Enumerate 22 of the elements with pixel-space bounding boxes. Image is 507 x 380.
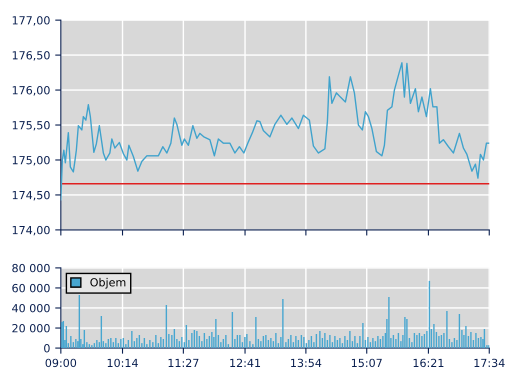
y-tick-label: 60 000 (12, 284, 50, 292)
y-tick-label: 40 000 (12, 304, 50, 312)
y-tick-label: 176,50 (12, 51, 50, 61)
x-tick-label: 09:00 (46, 358, 76, 368)
y-tick-label: 177,00 (12, 16, 50, 26)
x-tick-label: 11:27 (168, 358, 198, 367)
legend-label: Objem (90, 278, 126, 289)
x-tick-label: 16:21 (414, 358, 444, 368)
x-tick-label: 17:34 (474, 358, 505, 368)
x-tick-label: 10:14 (108, 358, 138, 368)
y-tick-label: 174,50 (12, 190, 50, 200)
y-tick-label: 175,00 (12, 156, 50, 166)
y-tick-label: 174,00 (12, 226, 50, 236)
y-tick-label: 175,50 (12, 120, 50, 131)
y-tick-label: 20 000 (12, 324, 50, 332)
x-tick-label: 12:41 (230, 358, 260, 367)
y-tick-label: 176,00 (12, 86, 50, 96)
y-tick-label: 0 (44, 344, 50, 352)
y-tick-label: 80 000 (12, 264, 50, 272)
line-series (60, 62, 490, 201)
x-tick-label: 13:54 (291, 358, 322, 368)
x-tick-label: 15:07 (352, 358, 382, 368)
